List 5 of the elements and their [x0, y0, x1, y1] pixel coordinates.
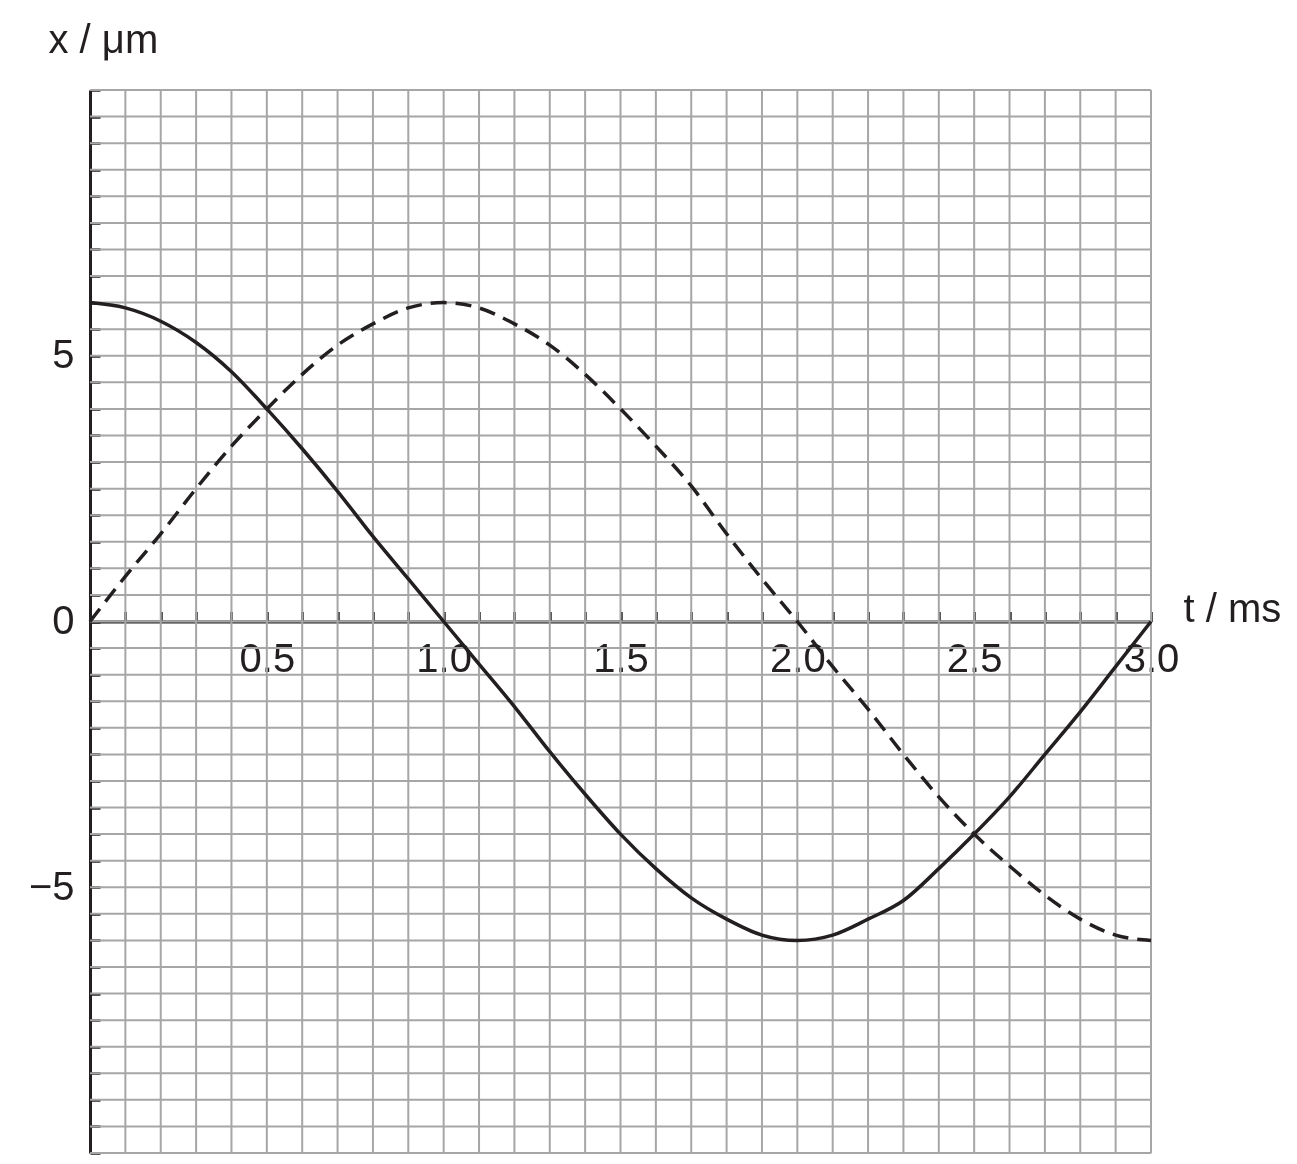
y-tick-label: 0	[52, 598, 75, 642]
y-axis-title: x / μm	[48, 16, 159, 61]
y-tick-label: 5	[52, 332, 75, 377]
x-axis-title: t / ms	[1183, 586, 1282, 630]
y-tick-label: −5	[28, 863, 75, 908]
